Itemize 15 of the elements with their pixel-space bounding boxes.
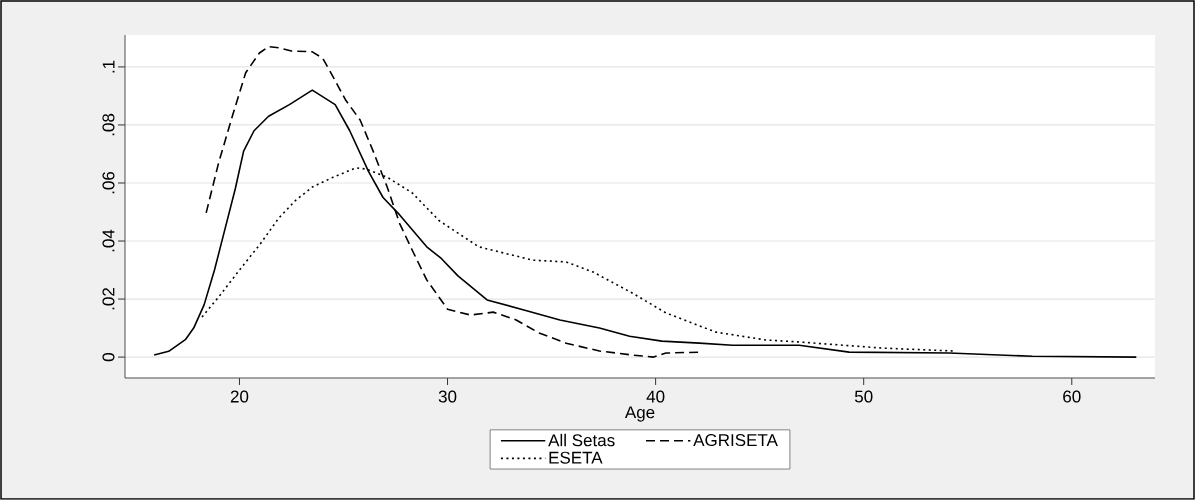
- y-tick-label: .1: [102, 60, 115, 73]
- legend-label: All Setas: [548, 433, 615, 447]
- x-axis-title: Age: [624, 406, 655, 422]
- legend-label: ESETA: [549, 451, 603, 464]
- y-tick-label: .04: [102, 229, 115, 252]
- y-tick-label: .06: [102, 171, 115, 194]
- x-tick-label: 60: [1063, 390, 1081, 403]
- legend-label: AGRISETA: [693, 434, 778, 447]
- y-tick-label: 0: [102, 353, 115, 362]
- x-tick-label: 20: [230, 390, 249, 403]
- x-tick-label: 40: [646, 390, 665, 403]
- x-tick-label: 50: [854, 390, 873, 403]
- y-tick-label: .02: [102, 288, 115, 310]
- x-tick-label: 30: [438, 390, 457, 403]
- y-tick-label: .08: [102, 113, 115, 136]
